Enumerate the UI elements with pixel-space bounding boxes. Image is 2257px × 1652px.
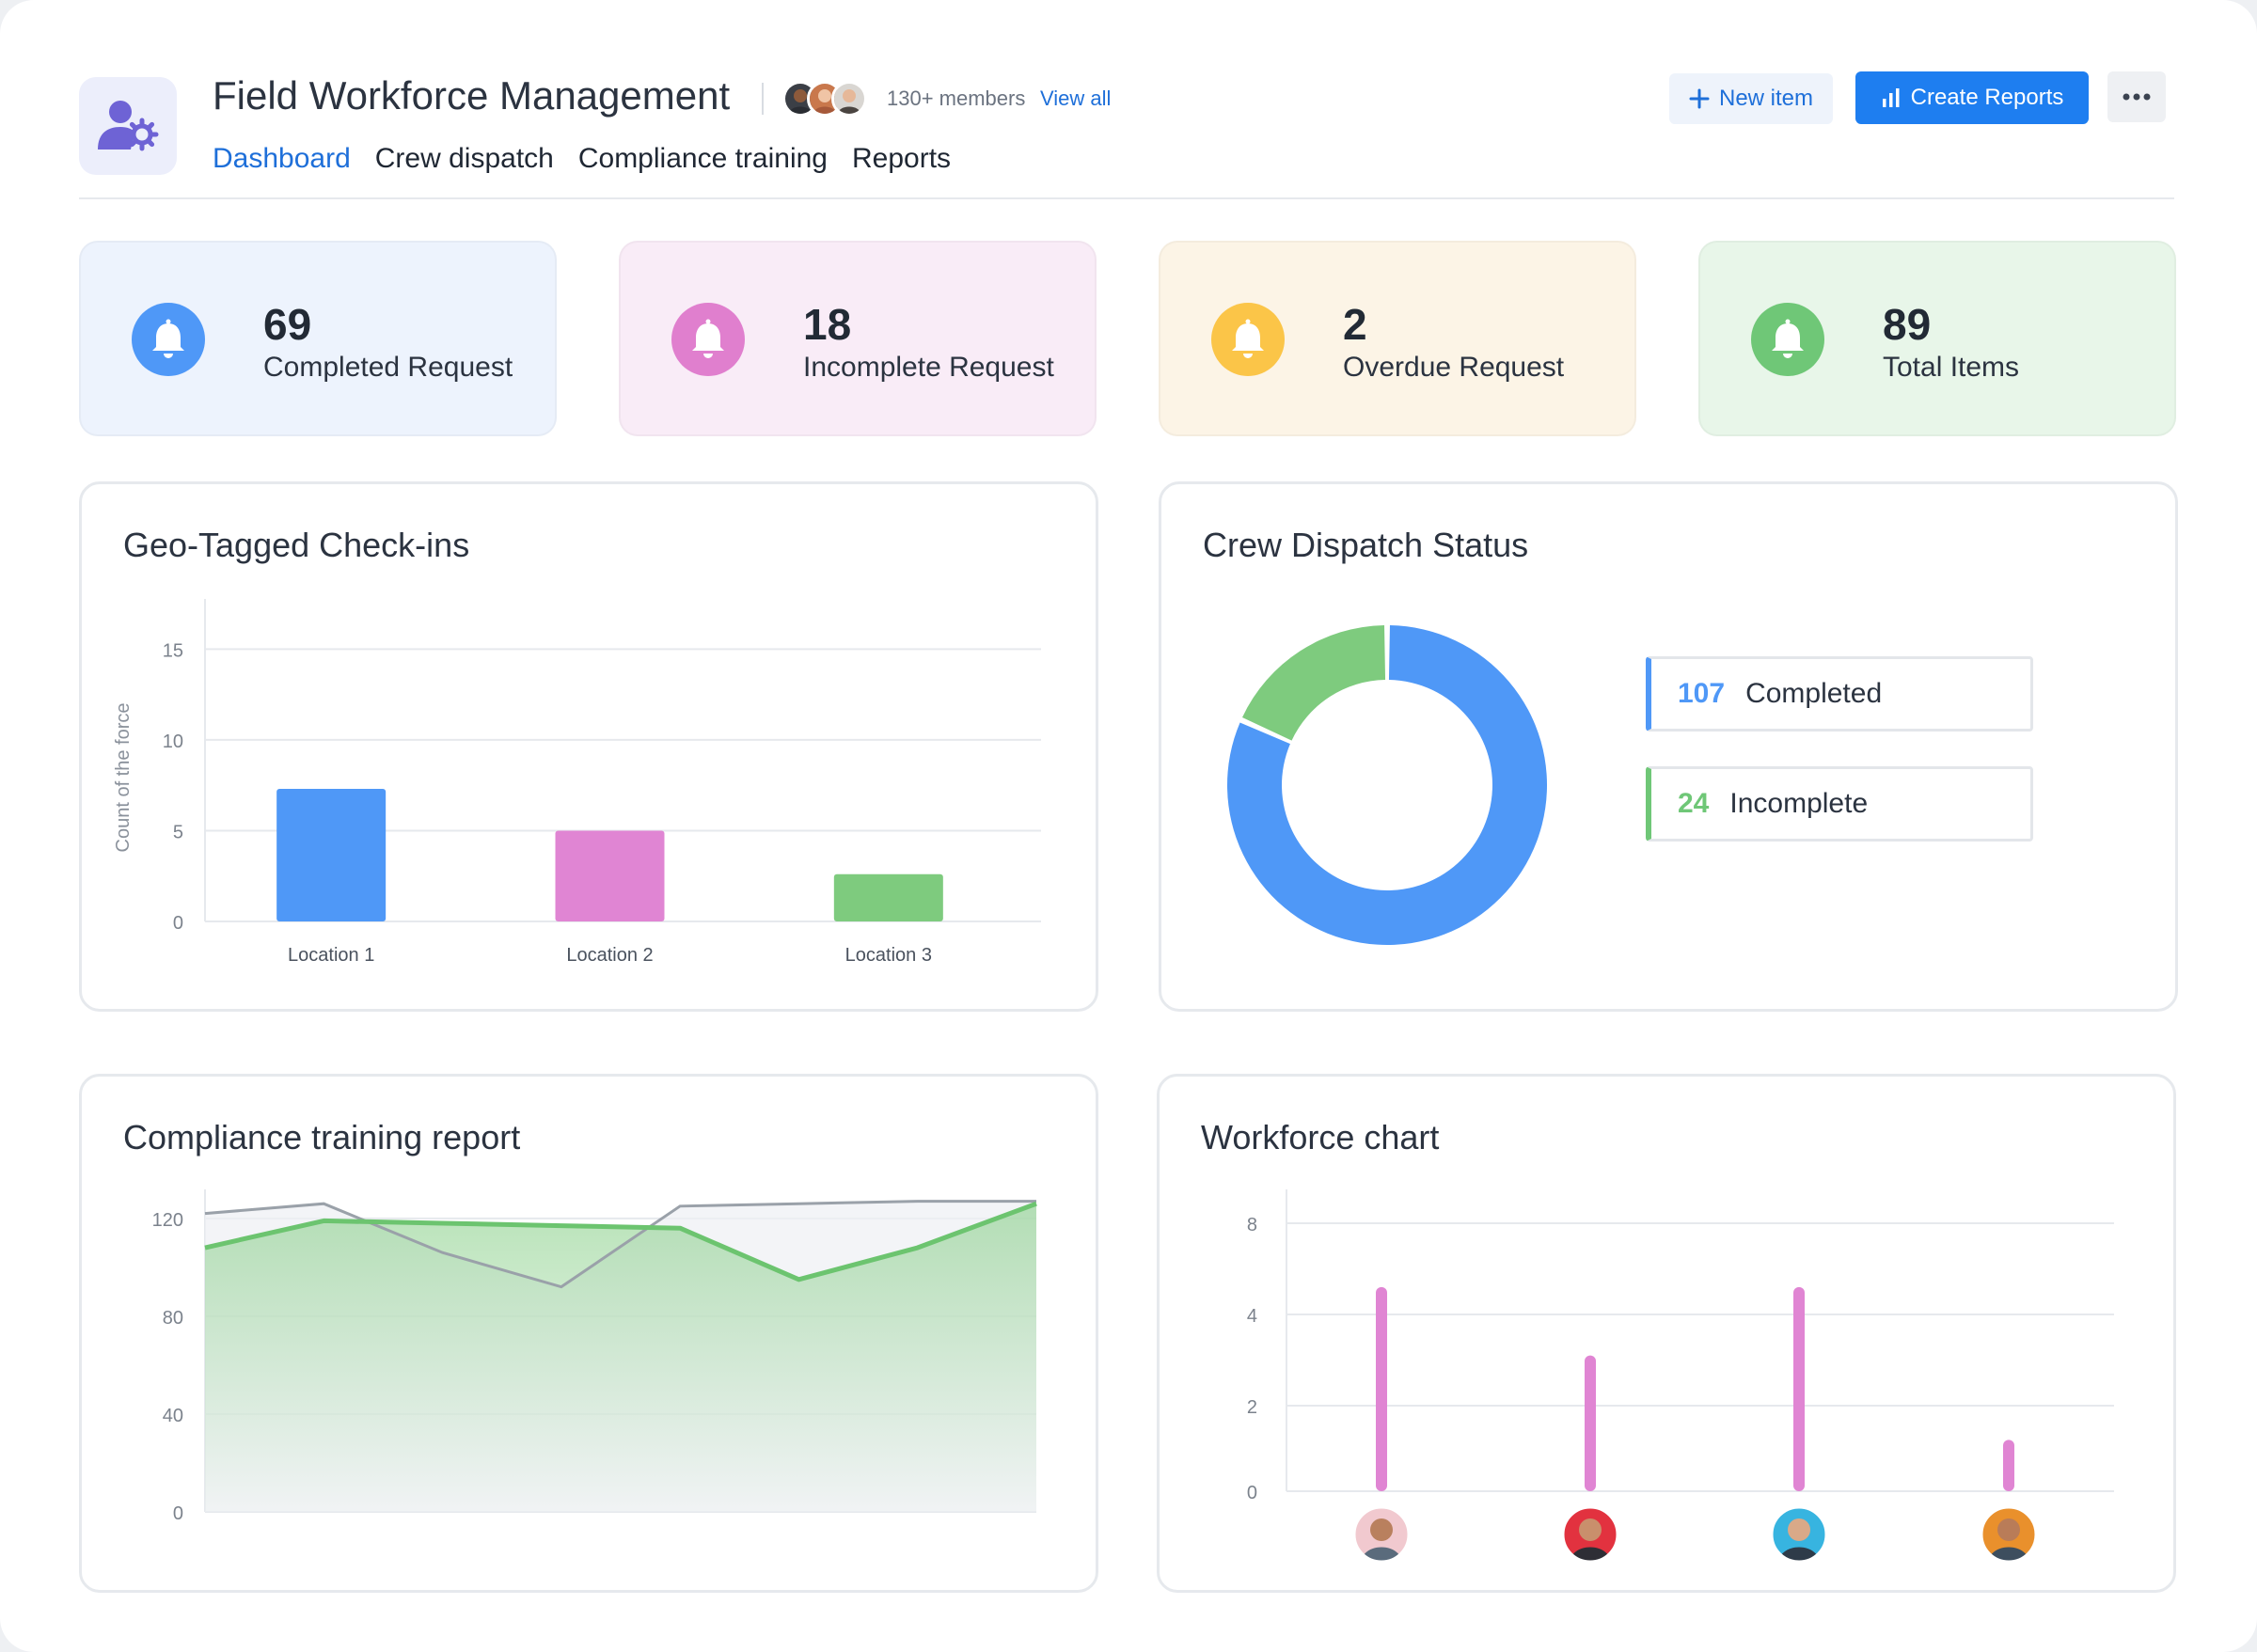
stat-label: Completed Request [263, 352, 513, 383]
geo-checkins-chart: 0 5 10 15 Count of the force Location 1 Locati… [113, 599, 1041, 966]
stat-value: 2 [1343, 300, 1367, 349]
series-area-green [205, 1204, 1036, 1512]
tab-compliance-training[interactable]: Compliance training [577, 143, 828, 174]
member-avatars[interactable] [782, 81, 867, 117]
page-title: Field Workforce Management [213, 73, 731, 118]
create-reports-label: Create Reports [1910, 85, 2064, 110]
bell-icon [671, 303, 745, 376]
y-tick-label: 40 [163, 1406, 183, 1426]
x-tick-label: Location 3 [845, 945, 932, 966]
bar[interactable] [833, 873, 943, 921]
stat-card-total[interactable]: 89 Total Items [1698, 241, 2176, 436]
tab-dashboard[interactable]: Dashboard [213, 143, 351, 174]
bell-icon [1211, 303, 1285, 376]
crew-dispatch-panel: Crew Dispatch Status 107 Completed 24 In… [1159, 481, 2178, 1012]
compliance-area-chart: 0 40 80 120 [152, 1189, 1037, 1524]
create-reports-button[interactable]: Create Reports [1855, 71, 2089, 124]
avatar[interactable] [1980, 1505, 2038, 1564]
compliance-panel: Compliance training report 0 40 80 120 [79, 1074, 1098, 1593]
series-line-grey[interactable] [204, 1200, 1036, 1289]
stat-value: 89 [1883, 300, 1932, 349]
y-tick-label: 5 [173, 822, 183, 842]
stat-card-overdue[interactable]: 2 Overdue Request [1159, 241, 1636, 436]
bar[interactable] [1793, 1286, 1805, 1491]
tab-crew-dispatch[interactable]: Crew dispatch [374, 143, 554, 174]
avatar[interactable] [1561, 1505, 1619, 1564]
title-divider [762, 83, 764, 115]
legend-value: 107 [1678, 678, 1726, 709]
y-tick-label: 10 [163, 732, 183, 752]
geo-checkins-panel: Geo-Tagged Check-ins 0 5 10 15 Count of the … [79, 481, 1098, 1012]
members-count: 130+ members [887, 87, 1026, 110]
more-options-button[interactable] [2107, 71, 2166, 122]
workforce-panel: Workforce chart 0 2 4 8 [1157, 1074, 2176, 1593]
stat-card-completed[interactable]: 69 Completed Request [79, 241, 557, 436]
panel-title: Compliance training report [123, 1118, 521, 1156]
view-all-link[interactable]: View all [1040, 87, 1112, 110]
donut-slice-incomplete[interactable] [1241, 625, 1386, 741]
bar[interactable] [276, 789, 387, 921]
y-tick-label: 0 [173, 1503, 183, 1524]
legend-incomplete: 24 Incomplete [1646, 766, 2033, 842]
y-tick-label: 4 [1247, 1306, 1257, 1327]
bell-icon [1751, 303, 1824, 376]
y-tick-label: 2 [1247, 1397, 1257, 1418]
panel-title: Geo-Tagged Check-ins [123, 526, 470, 564]
series-line-green[interactable] [204, 1201, 1037, 1282]
panel-title: Crew Dispatch Status [1203, 526, 1529, 564]
avatar[interactable] [1352, 1505, 1411, 1564]
y-tick-label: 80 [163, 1308, 183, 1329]
y-tick-label: 0 [173, 913, 183, 934]
stat-label: Overdue Request [1343, 352, 1565, 383]
stat-card-incomplete[interactable]: 18 Incomplete Request [619, 241, 1097, 436]
header-divider [79, 197, 2174, 199]
legend-value: 24 [1678, 788, 1710, 819]
tab-reports[interactable]: Reports [851, 143, 952, 174]
stat-label: Total Items [1883, 352, 2020, 383]
legend-completed: 107 Completed [1646, 656, 2033, 732]
avatar[interactable] [1770, 1505, 1828, 1564]
bar[interactable] [555, 830, 665, 921]
dispatch-donut-chart [1227, 625, 1547, 945]
new-item-label: New item [1718, 86, 1814, 111]
app-logo [79, 77, 177, 175]
stat-value: 69 [263, 300, 312, 349]
y-tick-label: 0 [1247, 1483, 1257, 1503]
bar[interactable] [2003, 1440, 2014, 1491]
x-tick-label: Location 2 [566, 945, 653, 966]
x-tick-label: Location 1 [288, 945, 374, 966]
y-tick-label: 15 [163, 640, 183, 661]
avatar [831, 81, 867, 117]
new-item-button[interactable]: New item [1669, 73, 1833, 124]
bell-icon [132, 303, 205, 376]
bar[interactable] [1376, 1286, 1387, 1491]
workforce-bar-chart: 0 2 4 8 [1247, 1189, 2114, 1564]
legend-label: Completed [1745, 678, 1883, 709]
donut-slice-completed[interactable] [1227, 625, 1547, 945]
bar[interactable] [1585, 1355, 1596, 1491]
plus-icon [1689, 88, 1710, 109]
user-gear-icon [98, 101, 159, 151]
stat-label: Incomplete Request [803, 352, 1054, 383]
stat-value: 18 [803, 300, 852, 349]
panel-title: Workforce chart [1201, 1118, 1440, 1156]
bar-chart-icon [1882, 88, 1900, 107]
legend-label: Incomplete [1729, 788, 1869, 819]
y-tick-label: 8 [1247, 1215, 1257, 1235]
more-horizontal-icon [2123, 93, 2151, 101]
y-tick-label: 120 [152, 1210, 183, 1231]
y-axis-label: Count of the force [113, 703, 134, 853]
main-nav: Dashboard Crew dispatch Compliance train… [213, 143, 951, 175]
